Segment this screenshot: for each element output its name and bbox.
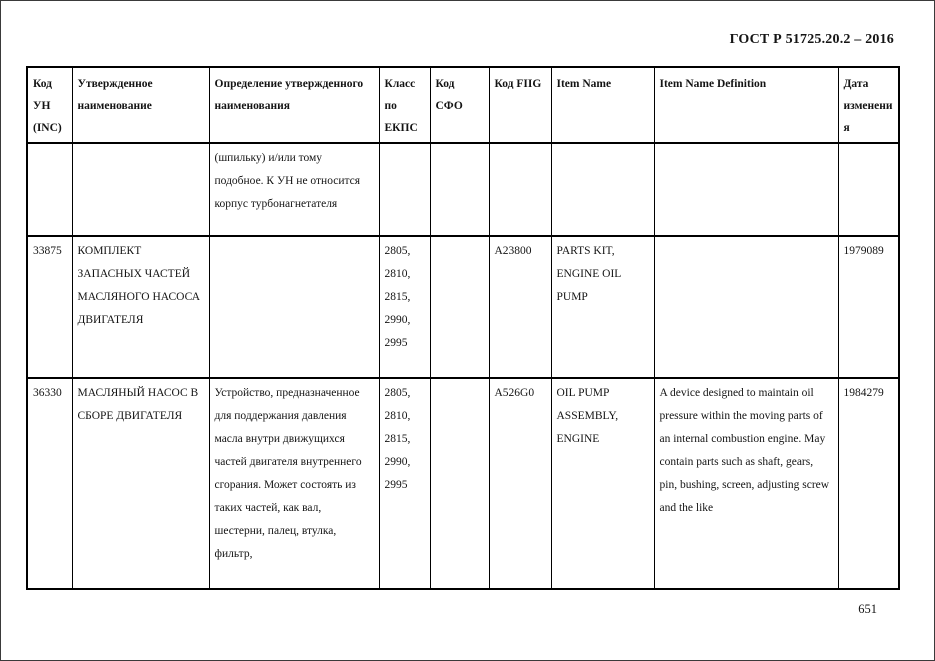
column-header-sfo-code: Код СФО — [429, 66, 490, 144]
cell-approved-definition: (шпильку) и/или тому подобное. К УН не о… — [208, 142, 380, 237]
catalog-table: Код УН (INC) Утвержденное наименование О… — [26, 66, 900, 590]
column-header-item-name-definition: Item Name Definition — [653, 66, 839, 144]
doc-title: ГОСТ Р 51725.20.2 – 2016 — [729, 32, 894, 47]
column-header-fiig-code: Код FIIG — [488, 66, 552, 144]
cell-approved-definition: Устройство, предназначенное для поддержа… — [208, 377, 380, 590]
cell-fiig-code: A526G0 — [488, 377, 552, 590]
table-row: 36330 МАСЛЯНЫЙ НАСОС В СБОРЕ ДВИГАТЕЛЯ У… — [26, 377, 900, 590]
page-number: 651 — [858, 602, 877, 616]
cell-ekps-class — [378, 142, 431, 237]
cell-item-name: OIL PUMP ASSEMBLY, ENGINE — [550, 377, 655, 590]
cell-approved-definition — [208, 235, 380, 379]
table-row: 33875 КОМПЛЕКТ ЗАПАСНЫХ ЧАСТЕЙ МАСЛЯНОГО… — [26, 235, 900, 379]
cell-inc-code — [26, 142, 73, 237]
cell-item-name: PARTS KIT, ENGINE OIL PUMP — [550, 235, 655, 379]
column-header-approved-definition: Определение утвержденного наименования — [208, 66, 380, 144]
cell-approved-name: МАСЛЯНЫЙ НАСОС В СБОРЕ ДВИГАТЕЛЯ — [71, 377, 210, 590]
cell-sfo-code — [429, 142, 490, 237]
cell-ekps-class: 2805, 2810, 2815, 2990, 2995 — [378, 235, 431, 379]
column-header-item-name: Item Name — [550, 66, 655, 144]
table-row: (шпильку) и/или тому подобное. К УН не о… — [26, 142, 900, 237]
column-header-change-date: Дата изменения — [837, 66, 900, 144]
cell-change-date — [837, 142, 900, 237]
cell-fiig-code — [488, 142, 552, 237]
cell-approved-name — [71, 142, 210, 237]
column-header-ekps-class: Класс по ЕКПС — [378, 66, 431, 144]
cell-approved-name: КОМПЛЕКТ ЗАПАСНЫХ ЧАСТЕЙ МАСЛЯНОГО НАСОС… — [71, 235, 210, 379]
cell-item-name-definition — [653, 142, 839, 237]
cell-fiig-code: A23800 — [488, 235, 552, 379]
cell-inc-code: 36330 — [26, 377, 73, 590]
column-header-inc-code: Код УН (INC) — [26, 66, 73, 144]
cell-change-date: 1979089 — [837, 235, 900, 379]
cell-item-name-definition — [653, 235, 839, 379]
cell-item-name-definition: A device designed to maintain oil pressu… — [653, 377, 839, 590]
table-header-row: Код УН (INC) Утвержденное наименование О… — [26, 66, 900, 144]
column-header-approved-name: Утвержденное наименование — [71, 66, 210, 144]
cell-item-name — [550, 142, 655, 237]
cell-inc-code: 33875 — [26, 235, 73, 379]
cell-sfo-code — [429, 235, 490, 379]
cell-change-date: 1984279 — [837, 377, 900, 590]
cell-sfo-code — [429, 377, 490, 590]
cell-ekps-class: 2805, 2810, 2815, 2990, 2995 — [378, 377, 431, 590]
